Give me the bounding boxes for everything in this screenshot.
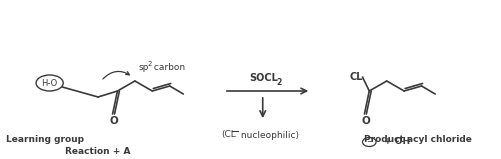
Text: + OH: + OH [384,138,410,146]
Text: carbon: carbon [151,62,185,72]
Text: H-O: H-O [42,79,58,87]
Text: (CL: (CL [221,131,236,139]
Text: Product acyl chloride: Product acyl chloride [364,135,471,144]
Text: SOCL: SOCL [249,73,278,83]
Text: O: O [109,116,118,126]
Text: O: O [361,116,370,126]
FancyArrowPatch shape [103,71,129,79]
Text: 2: 2 [277,78,282,87]
Text: −: − [366,138,372,146]
Text: sp: sp [139,62,149,72]
Text: CL: CL [350,72,363,82]
Text: Learning group: Learning group [6,135,84,144]
Text: nucleophilic): nucleophilic) [237,131,299,139]
Text: Reaction + A: Reaction + A [65,146,131,156]
Text: 2: 2 [147,61,152,67]
